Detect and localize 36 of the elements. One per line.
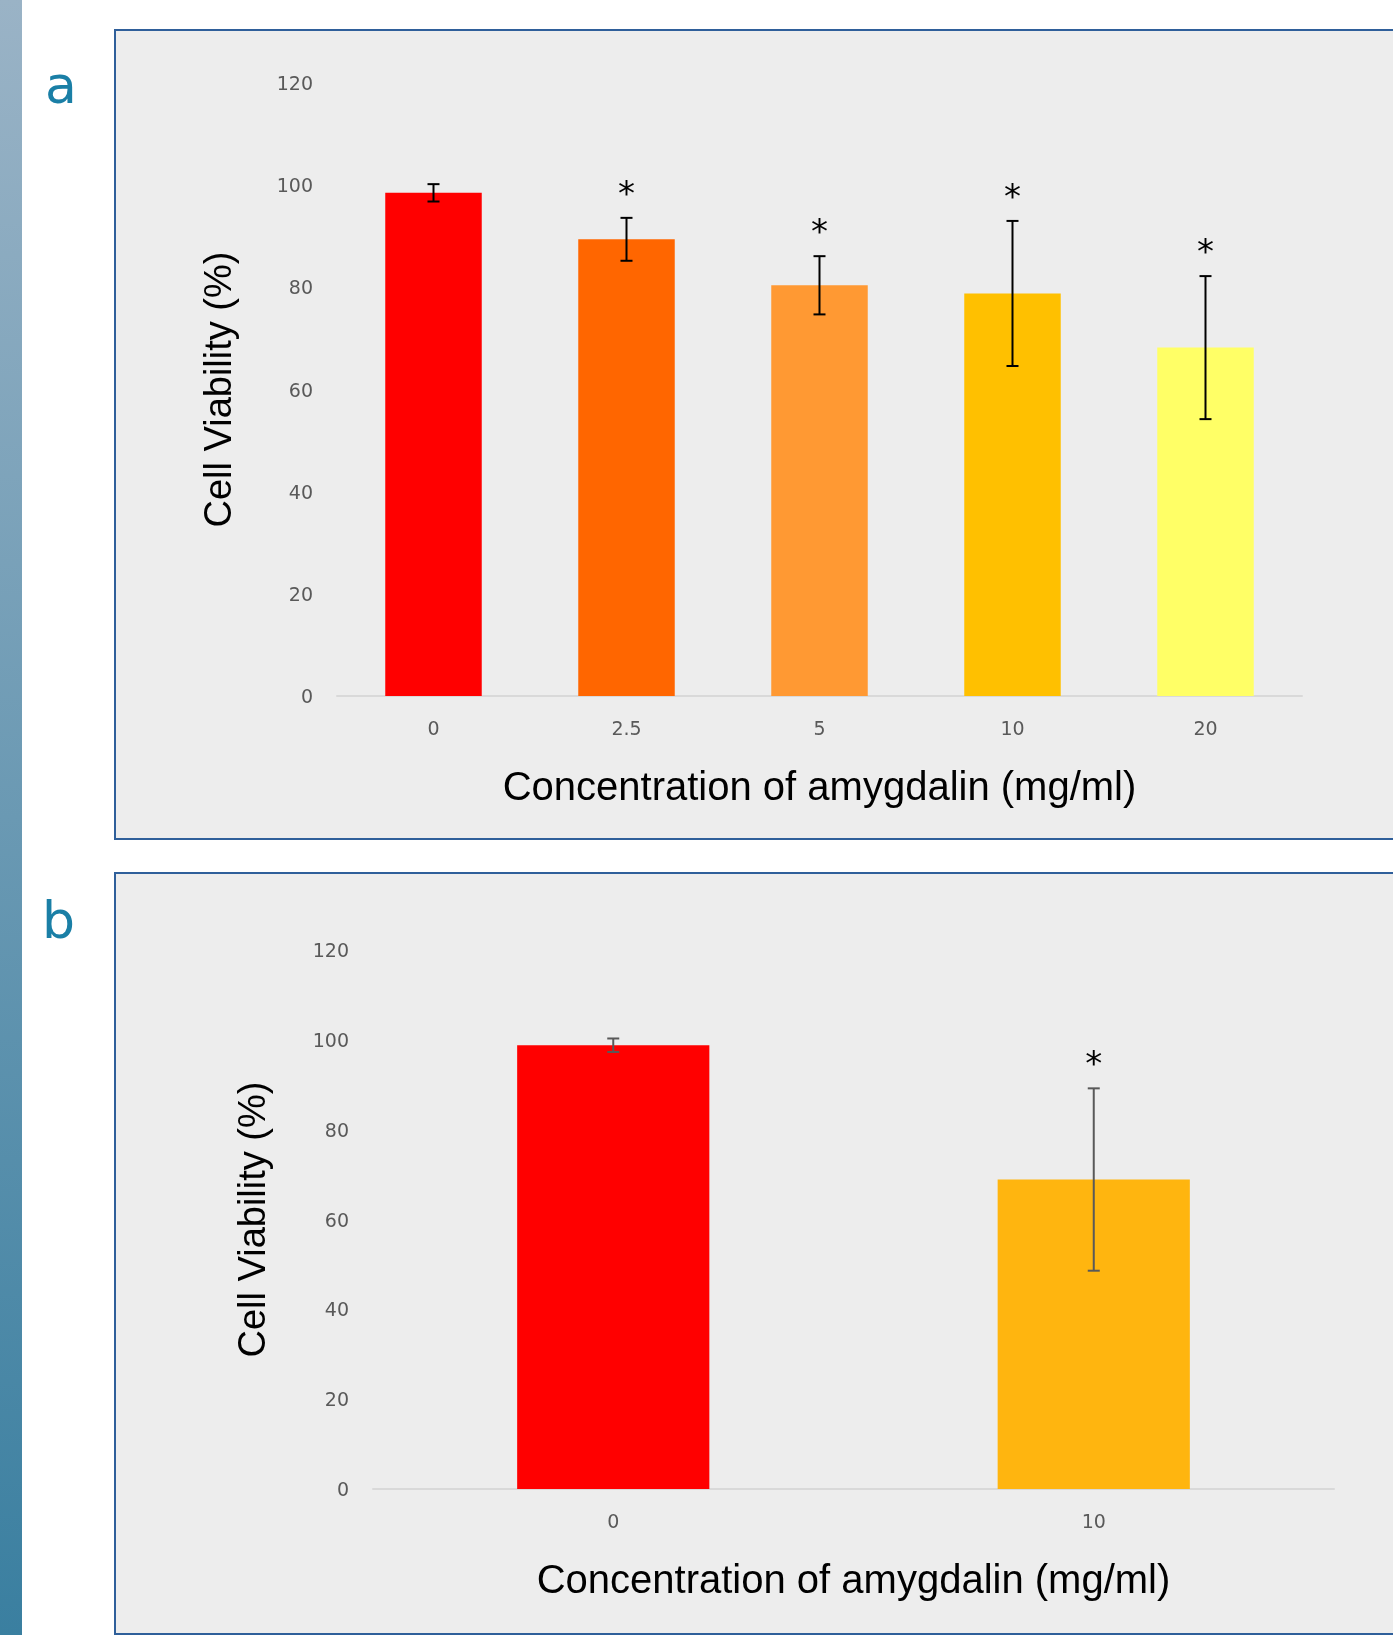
annotation: * — [618, 172, 635, 213]
y-tick-label: 40 — [324, 1298, 349, 1321]
y-tick-label: 0 — [300, 685, 313, 707]
y-tick-label: 40 — [288, 480, 313, 503]
y-tick-label: 80 — [288, 276, 313, 299]
bar — [385, 192, 482, 696]
x-axis-title: Concentration of amygdalin (mg/ml) — [536, 1557, 1171, 1601]
y-tick-label: 120 — [276, 72, 313, 94]
text: a — [45, 55, 77, 115]
text: b — [42, 890, 76, 950]
annotation: * — [1004, 175, 1021, 216]
x-axis-title: Concentration of amygdalin (mg/ml) — [502, 764, 1137, 808]
bar — [578, 239, 675, 696]
bar — [1157, 347, 1254, 696]
y-tick-label: 60 — [324, 1208, 349, 1231]
x-tick-label: 10 — [1081, 1509, 1106, 1532]
y-tick-label: 0 — [336, 1478, 349, 1500]
x-tick-label: 2.5 — [611, 716, 642, 739]
y-tick-label: 20 — [324, 1388, 349, 1411]
y-tick-label: 120 — [312, 939, 349, 961]
annotation: * — [811, 211, 828, 252]
annotation: * — [1197, 231, 1214, 272]
y-axis-title: Cell Viability (%) — [231, 1081, 273, 1358]
bar — [964, 293, 1061, 696]
x-tick-label: 10 — [1000, 716, 1025, 739]
y-tick-label: 60 — [288, 378, 313, 401]
x-tick-label: 0 — [427, 716, 440, 739]
y-tick-label: 100 — [276, 174, 313, 197]
y-tick-label: 100 — [312, 1028, 349, 1051]
y-tick-label: 80 — [324, 1118, 349, 1141]
bar — [771, 285, 868, 696]
annotation: * — [1085, 1043, 1103, 1084]
x-tick-label: 5 — [813, 716, 826, 739]
y-tick-label: 20 — [288, 582, 313, 605]
y-axis-title: Cell Viability (%) — [197, 251, 239, 528]
x-tick-label: 20 — [1193, 716, 1218, 739]
